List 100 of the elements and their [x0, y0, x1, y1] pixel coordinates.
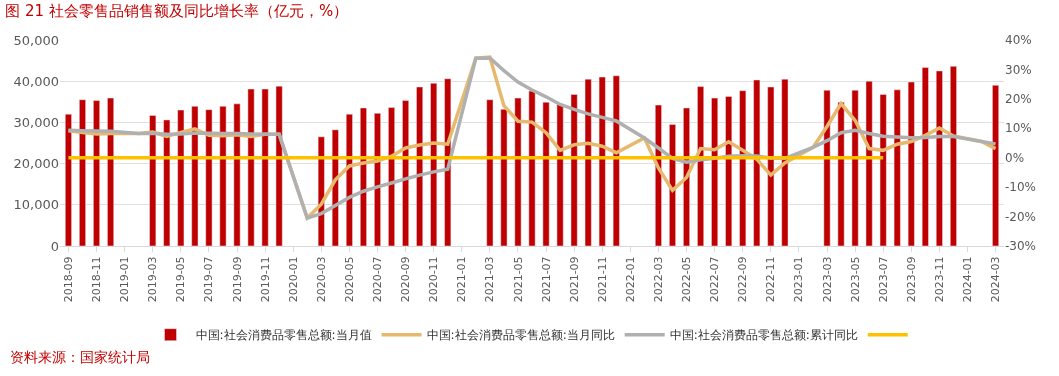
bar [739, 90, 747, 246]
y2-tick-label: 10% [1005, 121, 1032, 136]
x-tick-label: 2023-07 [876, 256, 890, 303]
x-tick-label: 2022-03 [652, 256, 666, 303]
bar [893, 89, 901, 246]
x-tick-label: 2023-09 [904, 256, 918, 303]
y2-tick-label: -10% [1005, 180, 1037, 195]
x-tick-label: 2020-03 [314, 256, 328, 303]
x-tick-label: 2024-03 [989, 256, 1003, 303]
x-tick-label: 2021-01 [455, 256, 469, 303]
bar [837, 101, 845, 246]
x-tick-label: 2021-07 [539, 256, 553, 303]
x-tick-label: 2021-11 [595, 256, 609, 303]
legend-label: 中国:社会消费品零售总额:当月同比 [426, 328, 615, 343]
x-tick-label: 2022-01 [623, 256, 637, 303]
y2-tick-label: -30% [1005, 239, 1037, 254]
x-tick-label: 2019-01 [118, 256, 132, 303]
x-tick-label: 2019-03 [146, 256, 160, 303]
bar [416, 86, 424, 246]
bar [598, 76, 606, 246]
y2-tick-label: 20% [1005, 92, 1032, 107]
x-tick-label: 2022-09 [736, 256, 750, 303]
bar [584, 78, 592, 246]
x-tick-label: 2024-01 [961, 256, 975, 303]
x-tick-label: 2018-09 [62, 256, 75, 303]
bar [612, 75, 620, 246]
x-tick-label: 2022-11 [764, 256, 778, 303]
bar [992, 85, 999, 246]
x-tick-label: 2021-09 [567, 256, 581, 303]
x-tick-label: 2020-07 [371, 256, 385, 303]
bar [93, 100, 100, 246]
legend-label: 中国:社会消费品零售总额:累计同比 [669, 328, 858, 343]
bar [753, 79, 761, 246]
bar [907, 81, 915, 246]
bar [528, 90, 536, 246]
bar [851, 90, 859, 246]
bar [570, 94, 578, 246]
bar [879, 94, 887, 246]
x-tick-label: 2020-11 [427, 256, 441, 303]
bar [79, 99, 86, 246]
bar [781, 78, 789, 246]
bar [486, 99, 494, 246]
bar [500, 108, 508, 246]
bar [430, 83, 438, 246]
y2-tick-label: 40% [1005, 33, 1032, 48]
y2-tick-label: 0% [1005, 150, 1025, 165]
bar [402, 100, 409, 246]
bar [725, 96, 733, 246]
bar [514, 97, 522, 246]
y-tick-label: 10,000 [13, 197, 59, 213]
x-tick-label: 2019-11 [258, 256, 272, 303]
bar [556, 104, 564, 246]
chart-title: 图 21 社会零售品销售额及同比增长率（亿元，%） [5, 2, 349, 21]
y-tick-label: 30,000 [13, 114, 59, 130]
x-tick-label: 2021-03 [483, 256, 497, 303]
bar [360, 107, 367, 246]
y2-tick-label: -20% [1005, 209, 1037, 224]
x-tick-label: 2023-11 [932, 256, 946, 303]
x-tick-label: 2018-11 [90, 256, 104, 303]
legend-label: 中国:社会消费品零售总额:当月值 [195, 328, 372, 343]
y-tick-label: 40,000 [13, 73, 59, 89]
x-tick-label: 2020-01 [286, 256, 300, 303]
bar [683, 107, 690, 246]
bar [655, 104, 662, 246]
bar [177, 109, 185, 246]
bar [823, 90, 831, 246]
bar [191, 106, 199, 246]
bar [950, 66, 957, 246]
x-tick-label: 2022-07 [708, 256, 722, 303]
x-tick-label: 2022-05 [680, 256, 694, 303]
y-tick-label: 20,000 [13, 156, 59, 172]
bar [149, 115, 157, 246]
x-tick-label: 2023-03 [820, 256, 834, 303]
bar [261, 88, 269, 246]
bar [247, 88, 255, 246]
y-tick-label: 0 [50, 238, 59, 254]
text: 资料来源：国家统计局 [10, 349, 150, 365]
bar [388, 107, 395, 246]
x-tick-label: 2019-05 [174, 256, 188, 303]
x-tick-label: 2023-01 [792, 256, 806, 303]
bar [935, 70, 943, 246]
bar [65, 113, 72, 246]
bar [767, 86, 775, 246]
x-tick-label: 2020-05 [342, 256, 356, 303]
bar [542, 101, 550, 246]
bar [345, 113, 353, 246]
bar [865, 80, 873, 246]
x-tick-label: 2019-09 [230, 256, 244, 303]
x-tick-label: 2020-09 [399, 256, 413, 303]
x-tick-label: 2021-05 [511, 256, 525, 303]
bar [711, 97, 719, 246]
bar [697, 86, 704, 246]
y-tick-label: 50,000 [13, 32, 59, 48]
bar [921, 67, 929, 246]
bar [107, 97, 114, 246]
bar [219, 106, 227, 246]
bar [205, 109, 213, 246]
bar [163, 119, 171, 246]
bar [374, 113, 381, 246]
bar [275, 85, 283, 246]
